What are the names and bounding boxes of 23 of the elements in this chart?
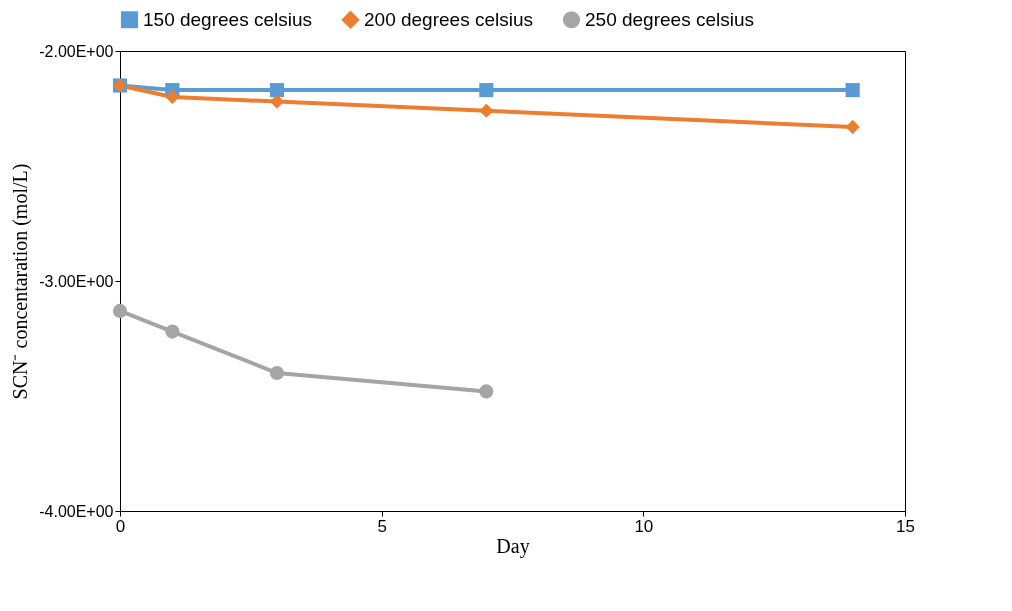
- x-tick-label: 15: [896, 516, 915, 536]
- point: [269, 83, 285, 98]
- point: [165, 89, 180, 105]
- x-tick-label: 10: [634, 516, 654, 536]
- legend-label: 250 degrees celsius: [585, 8, 754, 30]
- x-axis-title: Day: [496, 534, 530, 558]
- point: [479, 103, 494, 118]
- legend-label: 150 degrees celsius: [143, 8, 312, 30]
- point: [269, 365, 285, 381]
- point: [112, 303, 128, 318]
- y-tick-label: -3.00E+00: [39, 272, 114, 290]
- x-tick-label: 0: [115, 516, 126, 536]
- y-axis-title: SCN⁻ concentaration (mol/L): [9, 163, 33, 400]
- y-tick-label: -2.00E+00: [39, 42, 114, 60]
- point: [165, 324, 180, 339]
- legend-label: 200 degrees celsius: [364, 8, 533, 30]
- point: [269, 94, 285, 109]
- x-tick-label: 5: [377, 516, 387, 536]
- point: [845, 83, 860, 98]
- y-tick-label: -4.00E+00: [39, 502, 114, 520]
- point: [479, 384, 494, 399]
- point: [479, 83, 494, 98]
- point: [845, 119, 860, 134]
